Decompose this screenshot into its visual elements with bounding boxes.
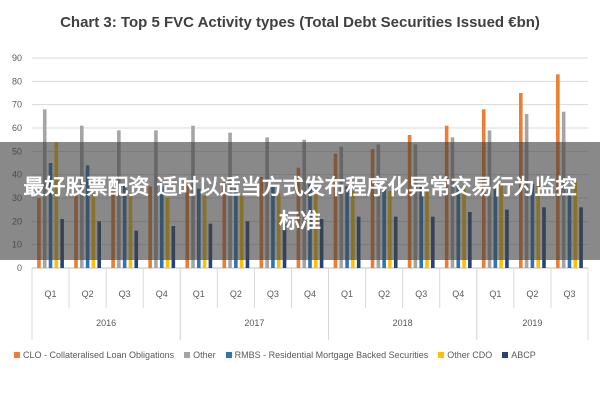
legend-item: Other [184, 350, 216, 360]
legend-swatch [184, 352, 191, 358]
legend-swatch [225, 352, 232, 358]
y-tick-label: 60 [12, 123, 22, 133]
x-tick-label: Q2 [378, 289, 390, 299]
x-tick-label: Q3 [563, 289, 575, 299]
legend-swatch [502, 352, 509, 358]
legend-swatch [438, 352, 445, 358]
x-tick-label: Q2 [526, 289, 538, 299]
x-tick-label: Q4 [156, 289, 168, 299]
legend-label: Other CDO [447, 350, 493, 360]
legend-item: RMBS - Residential Mortgage Backed Secur… [225, 350, 429, 360]
x-group-label: 2018 [393, 318, 413, 328]
x-tick-label: Q3 [267, 289, 279, 299]
x-tick-label: Q1 [193, 289, 205, 299]
legend-label: RMBS - Residential Mortgage Backed Secur… [234, 350, 429, 360]
legend-swatch [14, 352, 20, 358]
y-tick-label: 90 [12, 53, 22, 63]
y-tick-label: 80 [12, 76, 22, 86]
legend-label: CLO - Collateralised Loan Obligations [23, 350, 175, 360]
x-group-label: 2019 [522, 318, 542, 328]
x-tick-label: Q2 [82, 289, 94, 299]
x-group-label: 2016 [96, 318, 116, 328]
x-tick-label: Q4 [452, 289, 464, 299]
legend-item: Other CDO [438, 350, 492, 360]
y-tick-label: 70 [12, 100, 22, 110]
x-tick-label: Q1 [489, 289, 501, 299]
legend-label: Other [193, 350, 216, 360]
x-tick-label: Q1 [341, 289, 353, 299]
banner-text: 最好股票配资 适时以适当方式发布程序化异常交易行为监控标准 [23, 175, 577, 233]
x-tick-label: Q2 [230, 289, 242, 299]
x-tick-label: Q1 [45, 289, 57, 299]
x-group-label: 2017 [244, 318, 264, 328]
legend-item: ABCP [502, 350, 536, 360]
legend-label: ABCP [511, 350, 536, 360]
x-tick-label: Q3 [119, 289, 131, 299]
y-tick-label: 0 [17, 263, 22, 273]
x-tick-label: Q3 [415, 289, 427, 299]
x-tick-label: Q4 [304, 289, 316, 299]
legend-item: CLO - Collateralised Loan Obligations [14, 350, 174, 360]
chart-title: Chart 3: Top 5 FVC Activity types (Total… [60, 14, 540, 31]
chart-legend: CLO - Collateralised Loan Obligations Oth… [14, 350, 594, 360]
banner-overlay: 最好股票配资 适时以适当方式发布程序化异常交易行为监控标准 [0, 142, 600, 260]
